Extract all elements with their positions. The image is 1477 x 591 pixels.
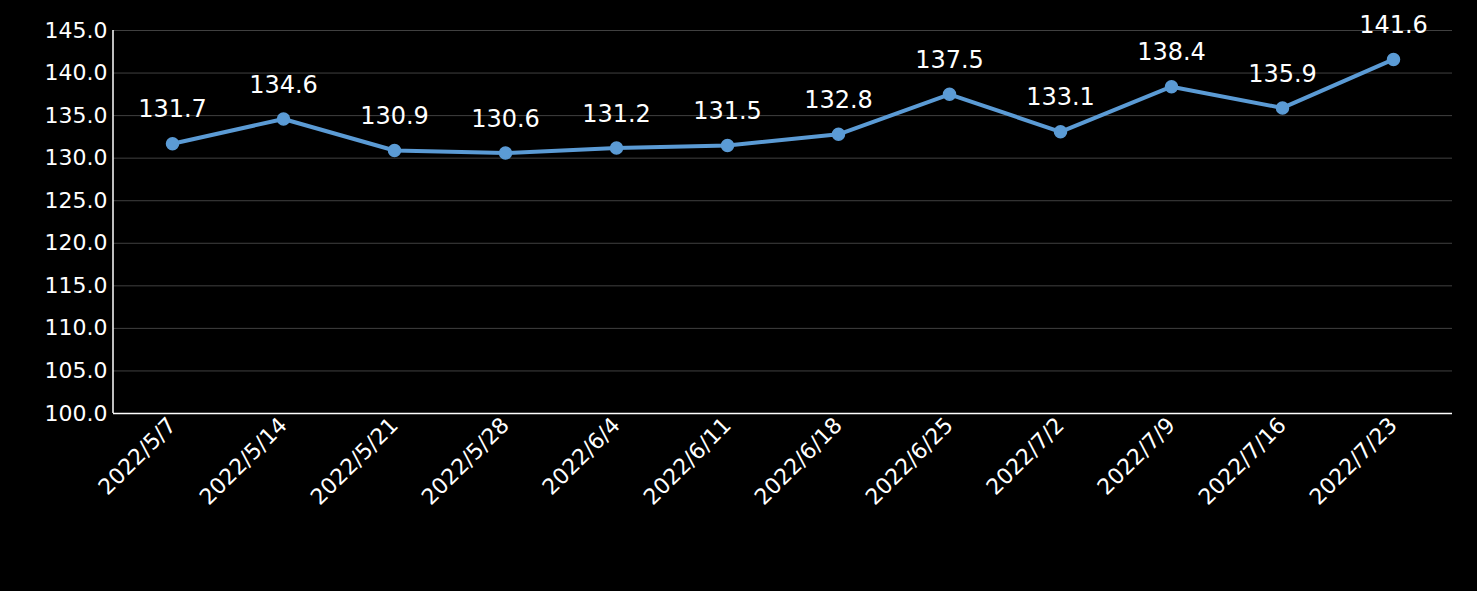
svg-text:100.0: 100.0: [45, 401, 108, 426]
svg-text:130.6: 130.6: [471, 105, 540, 133]
svg-text:105.0: 105.0: [45, 358, 108, 383]
svg-text:131.5: 131.5: [693, 97, 762, 125]
svg-text:135.9: 135.9: [1248, 60, 1317, 88]
svg-text:145.0: 145.0: [45, 18, 108, 43]
svg-text:2022/6/18: 2022/6/18: [750, 412, 847, 509]
svg-text:120.0: 120.0: [45, 230, 108, 255]
svg-text:138.4: 138.4: [1137, 38, 1206, 66]
svg-text:131.2: 131.2: [582, 100, 651, 128]
svg-text:125.0: 125.0: [45, 188, 108, 213]
svg-text:140.0: 140.0: [45, 60, 108, 85]
svg-text:132.8: 132.8: [804, 86, 873, 114]
svg-text:2022/7/23: 2022/7/23: [1305, 412, 1402, 509]
svg-text:135.0: 135.0: [45, 103, 108, 128]
svg-text:115.0: 115.0: [45, 273, 108, 298]
svg-text:2022/6/11: 2022/6/11: [639, 412, 736, 509]
svg-text:131.7: 131.7: [138, 95, 207, 123]
svg-text:2022/6/4: 2022/6/4: [537, 412, 625, 500]
svg-text:130.0: 130.0: [45, 145, 108, 170]
svg-text:2022/7/2: 2022/7/2: [981, 412, 1069, 500]
svg-text:137.5: 137.5: [915, 46, 984, 74]
svg-text:2022/5/14: 2022/5/14: [195, 412, 292, 509]
svg-text:141.6: 141.6: [1359, 11, 1428, 39]
svg-text:2022/7/9: 2022/7/9: [1092, 412, 1180, 500]
svg-text:130.9: 130.9: [360, 102, 429, 130]
svg-text:134.6: 134.6: [249, 71, 318, 99]
svg-text:133.1: 133.1: [1026, 83, 1095, 111]
svg-text:2022/7/16: 2022/7/16: [1194, 412, 1291, 509]
svg-text:2022/5/7: 2022/5/7: [93, 412, 181, 500]
svg-text:2022/5/21: 2022/5/21: [306, 412, 403, 509]
svg-text:110.0: 110.0: [45, 315, 108, 340]
svg-text:2022/5/28: 2022/5/28: [417, 412, 514, 509]
svg-text:2022/6/25: 2022/6/25: [861, 412, 958, 509]
